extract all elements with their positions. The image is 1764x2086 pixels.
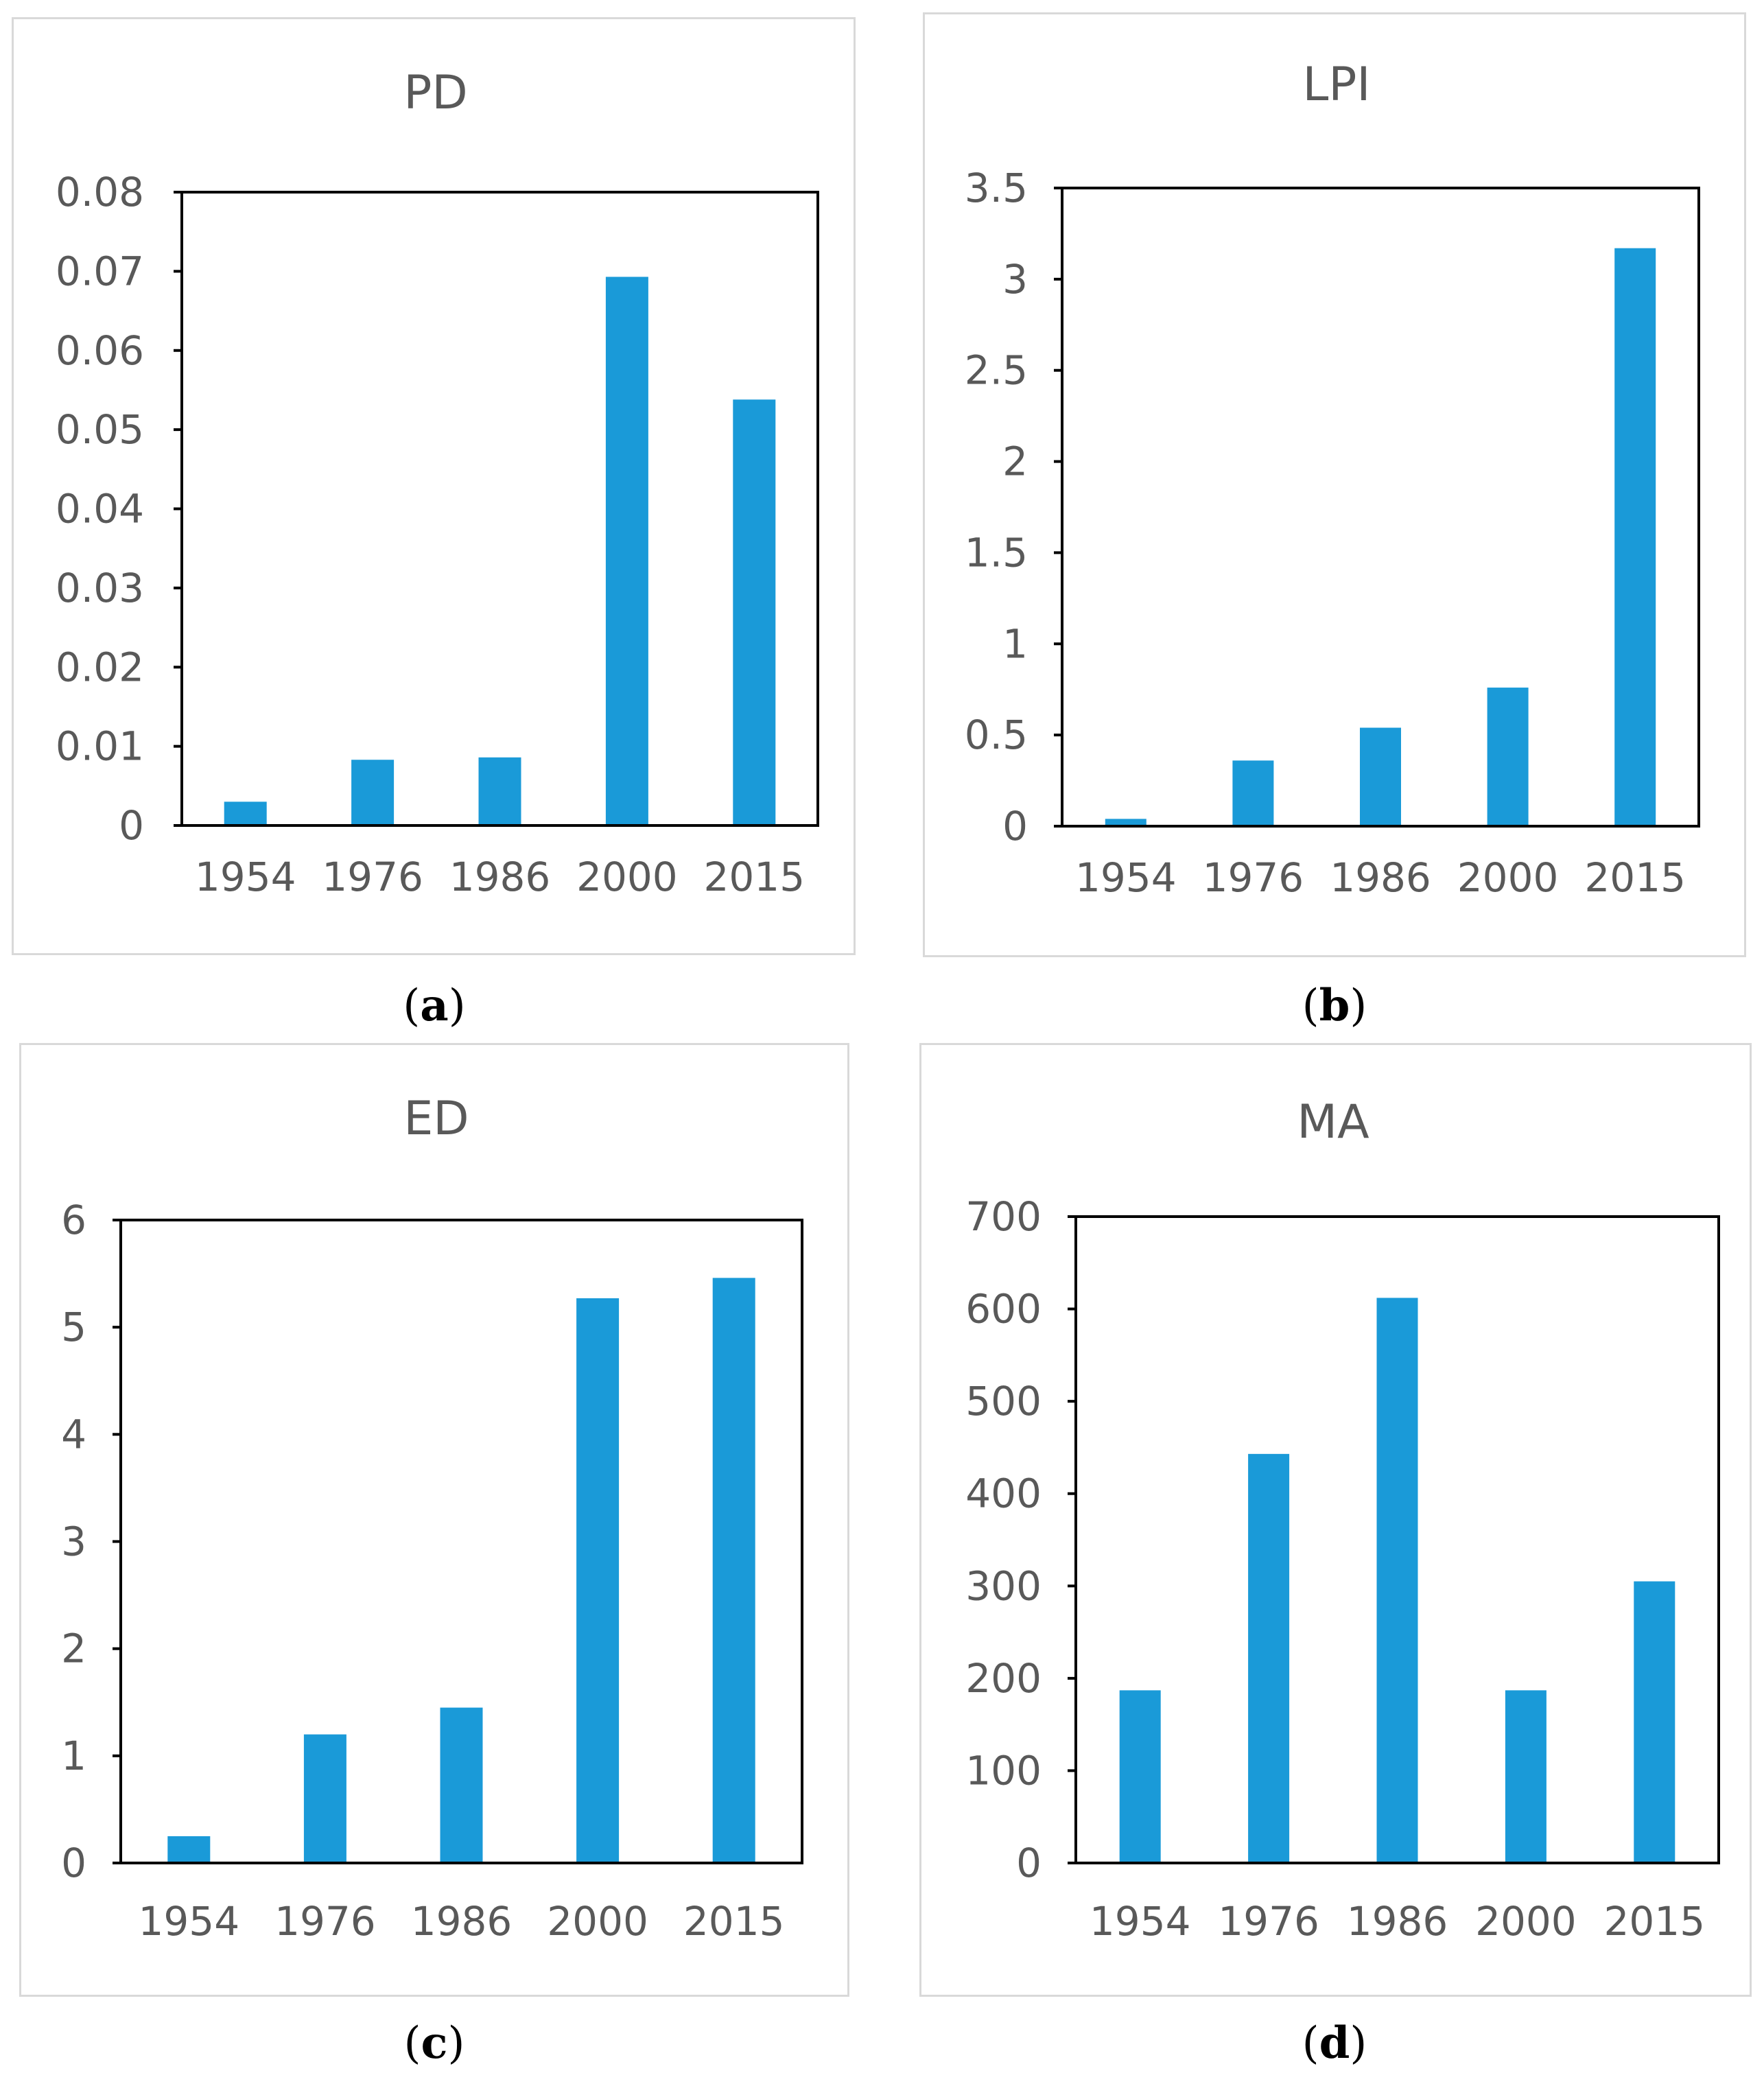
ed-y-tick-label: 2 — [61, 1626, 86, 1672]
lpi-y-tick-label: 1.5 — [965, 529, 1028, 576]
pd-x-tick-label: 2015 — [703, 854, 805, 900]
lpi-x-tick-label: 2015 — [1584, 854, 1686, 901]
lpi-x-tick-label: 2000 — [1457, 854, 1559, 901]
pd-bar-2000 — [605, 277, 648, 825]
pd-bar-2015 — [733, 399, 776, 825]
lpi-x-tick-label: 1954 — [1075, 854, 1177, 901]
pd-chart-svg: PD 0 0.01 0.02 0.03 0.04 0.05 0.06 0.07 0.08 1954 1… — [56, 66, 819, 900]
ed-x-tick-label: 2015 — [683, 1898, 785, 1945]
ed-x-tick-label: 1976 — [274, 1898, 376, 1945]
ed-y-tick-label: 3 — [61, 1519, 86, 1565]
lpi-bar-2015 — [1614, 248, 1656, 827]
caption-b: (b) — [1302, 980, 1367, 1031]
ma-bar-2000 — [1505, 1690, 1547, 1863]
ma-plot-frame — [1074, 1215, 1720, 1864]
ed-y-tick-label: 0 — [61, 1840, 86, 1886]
pd-y-tick-label: 0.01 — [56, 723, 144, 770]
pd-x-tick-label: 1954 — [195, 854, 296, 900]
pd-y-tick-label: 0.03 — [56, 565, 144, 611]
ed-bar-1976 — [303, 1734, 346, 1863]
ed-y-tick-label: 5 — [61, 1304, 86, 1350]
caption-b-letter: b — [1319, 980, 1350, 1031]
ma-x-tick-label: 2000 — [1475, 1898, 1577, 1945]
ed-bar-2000 — [576, 1298, 620, 1863]
ed-bar-2015 — [712, 1278, 755, 1863]
lpi-bar-1986 — [1360, 727, 1401, 826]
lpi-y-tick-label: 3.5 — [965, 165, 1028, 211]
ma-x-tick-label: 1976 — [1218, 1898, 1319, 1945]
ed-y-tick-label: 6 — [61, 1197, 86, 1243]
ma-bar-2015 — [1634, 1581, 1675, 1863]
pd-x-tick-label: 1976 — [322, 854, 423, 900]
pd-bar-1976 — [351, 760, 395, 825]
caption-d: (d) — [1302, 2017, 1367, 2069]
ma-bar-1976 — [1248, 1453, 1290, 1863]
lpi-bar-2000 — [1487, 688, 1529, 826]
lpi-plot-frame — [1061, 187, 1700, 828]
pd-y-tick-label: 0.02 — [56, 644, 144, 690]
lpi-chart-svg: LPI 0 0.5 1 1.5 2 2.5 3 3.5 1954 1976 1986 2000 2015 — [965, 58, 1700, 901]
ed-chart-svg: ED 0 1 2 3 4 5 6 1954 1976 1986 2000 2015 — [61, 1092, 803, 1945]
caption-d-letter: d — [1319, 2017, 1350, 2069]
ed-chart-title: ED — [403, 1092, 469, 1146]
ma-y-tick-label: 500 — [965, 1378, 1042, 1425]
pd-bar-1954 — [224, 801, 267, 825]
ma-x-tick-label: 1954 — [1090, 1898, 1191, 1945]
chart-panel-pd: PD 0 0.01 0.02 0.03 0.04 0.05 0.06 0.07 0.08 1954 1… — [12, 17, 856, 955]
ma-y-tick-label: 400 — [965, 1470, 1042, 1517]
pd-y-tick-label: 0 — [119, 802, 144, 849]
ma-chart-svg: MA 0 100 200 300 400 500 600 700 1954 1976 1986 2000… — [965, 1095, 1720, 1945]
pd-x-tick-label: 2000 — [576, 854, 678, 900]
ma-x-tick-label: 2015 — [1603, 1898, 1705, 1945]
lpi-y-tick-label: 0.5 — [965, 712, 1028, 758]
ed-plot-frame — [119, 1219, 803, 1864]
chart-panel-lpi: LPI 0 0.5 1 1.5 2 2.5 3 3.5 1954 1976 1986 2000 2015 — [923, 12, 1746, 957]
pd-y-tick-label: 0.07 — [56, 248, 144, 294]
ed-bar-1954 — [167, 1836, 211, 1863]
caption-c: (c) — [403, 2017, 465, 2069]
caption-a-letter: a — [420, 980, 449, 1031]
pd-bar-1986 — [478, 757, 521, 825]
ma-bar-1954 — [1119, 1690, 1161, 1863]
ma-x-tick-label: 1986 — [1347, 1898, 1448, 1945]
ed-x-tick-label: 2000 — [547, 1898, 648, 1945]
ed-y-tick-label: 1 — [61, 1733, 86, 1779]
ma-bar-1986 — [1376, 1298, 1418, 1863]
chart-panel-ed: ED 0 1 2 3 4 5 6 1954 1976 1986 2000 2015 — [19, 1043, 849, 1997]
ed-x-tick-label: 1986 — [411, 1898, 513, 1945]
lpi-chart-title: LPI — [1303, 58, 1371, 112]
lpi-x-tick-label: 1986 — [1330, 854, 1431, 901]
ma-y-tick-label: 300 — [965, 1562, 1042, 1609]
pd-x-tick-label: 1986 — [449, 854, 551, 900]
ed-y-tick-label: 4 — [61, 1411, 86, 1457]
ma-y-tick-label: 700 — [965, 1193, 1042, 1240]
lpi-y-tick-label: 3 — [1002, 256, 1028, 303]
ma-chart-title: MA — [1297, 1095, 1369, 1149]
pd-plot-frame — [180, 191, 819, 827]
lpi-x-tick-label: 1976 — [1203, 854, 1304, 901]
lpi-y-tick-label: 0 — [1002, 803, 1028, 849]
pd-y-tick-label: 0.08 — [56, 169, 144, 215]
lpi-y-tick-label: 2 — [1002, 438, 1028, 485]
pd-y-tick-label: 0.06 — [56, 327, 144, 374]
ed-x-tick-label: 1954 — [138, 1898, 239, 1945]
lpi-bar-1976 — [1232, 760, 1274, 826]
chart-panel-ma: MA 0 100 200 300 400 500 600 700 1954 1976 1986 2000… — [919, 1043, 1752, 1997]
lpi-y-tick-label: 1 — [1002, 620, 1028, 667]
pd-chart-title: PD — [403, 66, 467, 120]
ed-bar-1986 — [440, 1707, 483, 1863]
lpi-bar-1954 — [1105, 819, 1146, 826]
ma-y-tick-label: 200 — [965, 1655, 1042, 1702]
ma-y-tick-label: 0 — [1016, 1840, 1042, 1886]
caption-c-letter: c — [421, 2017, 448, 2069]
caption-a: (a) — [403, 980, 466, 1031]
ma-y-tick-label: 100 — [965, 1747, 1042, 1794]
lpi-y-tick-label: 2.5 — [965, 347, 1028, 394]
pd-y-tick-label: 0.05 — [56, 406, 144, 453]
ma-y-tick-label: 600 — [965, 1286, 1042, 1333]
pd-y-tick-label: 0.04 — [56, 486, 144, 532]
